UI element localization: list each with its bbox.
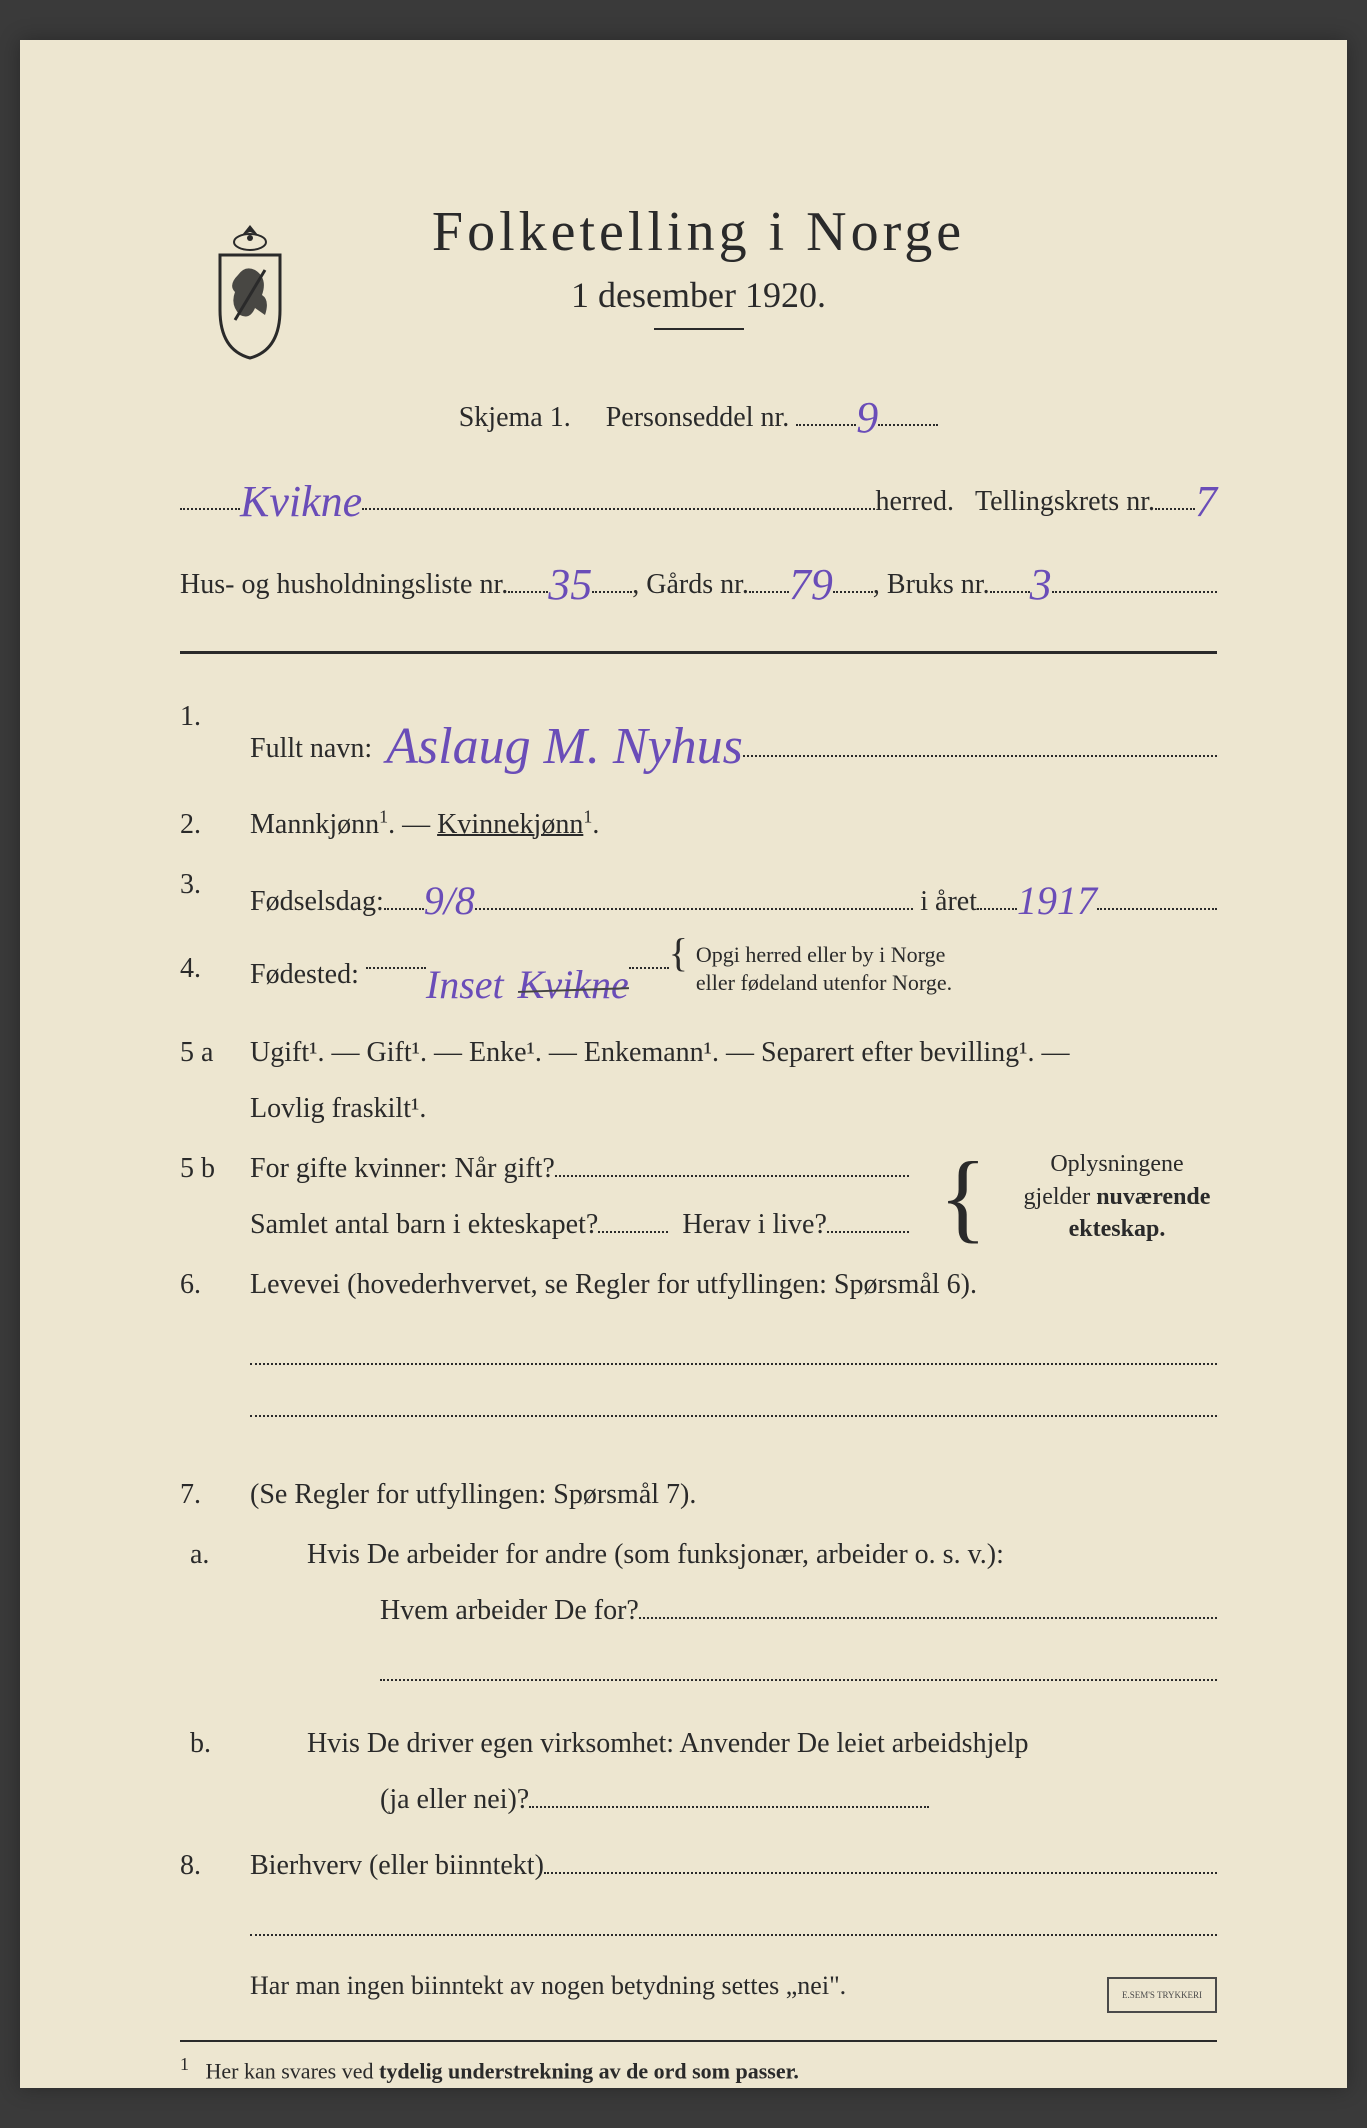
bruks-label: Bruks nr. — [887, 558, 990, 611]
q5a-tail: Lovlig fraskilt¹. — [250, 1081, 1217, 1137]
tellingskrets-nr: 7 — [1195, 460, 1217, 544]
answer-line — [250, 1415, 1217, 1417]
q7-head: (Se Regler for utfyllingen: Spørsmål 7). — [250, 1467, 1217, 1523]
q5b-line2a: Samlet antal barn i ekteskapet? — [250, 1197, 598, 1253]
q7b-l2: (ja eller nei)? — [380, 1772, 529, 1828]
q7a-num: a. — [250, 1527, 300, 1583]
q7b-num: b. — [250, 1716, 300, 1772]
meta-line-3: Hus- og husholdningsliste nr. 35 , Gårds… — [180, 537, 1217, 621]
census-form-page: Folketelling i Norge 1 desember 1920. Sk… — [20, 40, 1347, 2088]
q8-num: 8. — [180, 1838, 250, 1894]
meta-line-1: Skjema 1. Personseddel nr. 9 — [180, 370, 1217, 454]
question-7: 7. (Se Regler for utfyllingen: Spørsmål … — [180, 1467, 1217, 1523]
q4-value1: Inset — [426, 945, 504, 1025]
q3-num: 3. — [180, 857, 250, 937]
question-5a: 5 a Ugift¹. — Gift¹. — Enke¹. — Enkemann… — [180, 1025, 1217, 1137]
q7a-line2: Hvem arbeider De for? — [380, 1583, 1217, 1639]
hus-label: Hus- og husholdningsliste nr. — [180, 558, 508, 611]
q5b-side-note: Oplysningene gjelder nuværende ekteskap. — [1017, 1148, 1217, 1245]
q7b-line2: (ja eller nei)? — [380, 1772, 1217, 1828]
q1-value: Aslaug M. Nyhus — [386, 695, 743, 799]
q5b-num: 5 b — [180, 1141, 250, 1253]
q4-value2-struck: Kvikne — [518, 945, 629, 1025]
q5b-line2b: Herav i live? — [682, 1197, 827, 1253]
personseddel-nr: 9 — [856, 376, 878, 460]
hus-nr: 35 — [548, 543, 592, 627]
page-subtitle: 1 desember 1920. — [180, 274, 1217, 316]
question-2: 2. Mannkjønn1. — Kvinnekjønn1. — [180, 797, 1217, 853]
answer-line — [250, 1363, 1217, 1365]
question-8: 8. Bierhverv (eller biinntekt) — [180, 1838, 1217, 1894]
tail-note: Har man ingen biinntekt av nogen betydni… — [250, 1961, 1217, 2010]
meta-line-2: Kvikne herred. Tellingskrets nr. 7 — [180, 454, 1217, 538]
gards-nr: 79 — [789, 543, 833, 627]
q4-num: 4. — [180, 941, 250, 1021]
q7a-l1: Hvis De arbeider for andre (som funksjon… — [307, 1539, 1004, 1570]
question-6: 6. Levevei (hovederhvervet, se Regler fo… — [180, 1257, 1217, 1313]
question-4: 4. Fødested: Inset Kvikne { Opgi herred … — [180, 941, 1217, 1021]
q4-label: Fødested: — [250, 941, 359, 1003]
bruks-nr: 3 — [1030, 543, 1052, 627]
question-3: 3. Fødselsdag: 9/8 i året 1917 — [180, 857, 1217, 937]
q7-num: 7. — [180, 1467, 250, 1523]
skjema-label: Skjema 1. — [459, 402, 571, 433]
q5a-num: 5 a — [180, 1025, 250, 1137]
q6-text: Levevei (hovederhvervet, se Regler for u… — [250, 1257, 1217, 1313]
herred-label: herred. — [875, 475, 954, 528]
q7b-l1: Hvis De driver egen virksomhet: Anvender… — [307, 1728, 1029, 1759]
q4-side-note: Opgi herred eller by i Norge eller fødel… — [696, 941, 952, 998]
q6-num: 6. — [180, 1257, 250, 1313]
herred-value: Kvikne — [240, 460, 362, 544]
q2-num: 2. — [180, 797, 250, 853]
question-5b: 5 b For gifte kvinner: Når gift? Samlet … — [180, 1141, 1217, 1253]
footnote: 1 Her kan svares ved tydelig understrekn… — [180, 2054, 1217, 2084]
q1-label: Fullt navn: — [250, 721, 372, 777]
q3-day: 9/8 — [424, 861, 475, 941]
q5b-line1: For gifte kvinner: Når gift? — [250, 1141, 555, 1197]
q7a-l2: Hvem arbeider De for? — [380, 1583, 639, 1639]
page-title: Folketelling i Norge — [180, 200, 1217, 264]
title-divider — [654, 328, 744, 330]
q2-opt-b: Kvinnekjønn — [437, 809, 583, 840]
q1-num: 1. — [180, 689, 250, 793]
q7a: a. Hvis De arbeider for andre (som funks… — [250, 1527, 1217, 1583]
section-divider — [180, 651, 1217, 654]
q8-label: Bierhverv (eller biinntekt) — [250, 1838, 544, 1894]
q7b: b. Hvis De driver egen virksomhet: Anven… — [250, 1716, 1217, 1772]
brace-icon: { — [939, 1157, 987, 1237]
gards-label: Gårds nr. — [646, 558, 749, 611]
q3-mid: i året — [920, 874, 977, 930]
q2-opt-a: Mannkjønn — [250, 809, 379, 840]
q3-year: 1917 — [1017, 861, 1097, 941]
footnote-divider — [180, 2040, 1217, 2042]
question-1: 1. Fullt navn: Aslaug M. Nyhus — [180, 689, 1217, 793]
q3-label: Fødselsdag: — [250, 874, 384, 930]
personseddel-label: Personseddel nr. — [606, 402, 790, 433]
answer-line — [380, 1679, 1217, 1681]
coat-of-arms-icon — [200, 220, 300, 360]
printer-stamp: E.SEM'S TRYKKERI — [1107, 1977, 1217, 2013]
answer-line — [250, 1934, 1217, 1936]
tellingskrets-label: Tellingskrets nr. — [975, 475, 1155, 528]
q5a-options: Ugift¹. — Gift¹. — Enke¹. — Enkemann¹. —… — [250, 1025, 1217, 1081]
